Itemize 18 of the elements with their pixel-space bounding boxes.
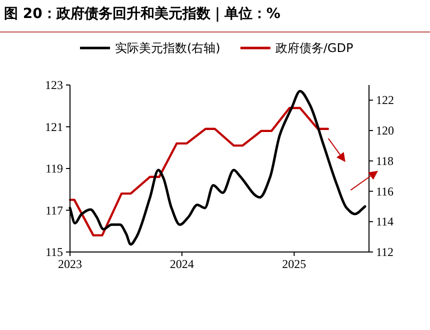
chart-title: 图 20：政府债务回升和美元指数｜单位：% xyxy=(4,5,280,22)
y2-tick-label: 120 xyxy=(376,124,394,138)
x-tick-label: 2023 xyxy=(58,257,82,271)
y-tick-label: 119 xyxy=(45,162,63,176)
y-tick-label: 117 xyxy=(45,203,63,218)
legend-label: 实际美元指数(右轴) xyxy=(115,41,220,55)
line-series xyxy=(68,106,330,236)
y-tick-label: 121 xyxy=(45,120,63,134)
y-tick-label: 123 xyxy=(45,78,63,92)
y2-tick-label: 118 xyxy=(376,154,394,168)
y2-tick-label: 122 xyxy=(376,93,394,108)
y2-tick-label: 114 xyxy=(376,214,394,229)
y2-tick-label: 116 xyxy=(376,184,394,198)
y-tick-label: 115 xyxy=(45,245,63,259)
x-tick-label: 2025 xyxy=(282,257,306,271)
x-tick-label: 2024 xyxy=(170,257,194,271)
y2-tick-label: 112 xyxy=(376,245,394,259)
legend-label: 政府债务/GDP xyxy=(275,41,354,55)
